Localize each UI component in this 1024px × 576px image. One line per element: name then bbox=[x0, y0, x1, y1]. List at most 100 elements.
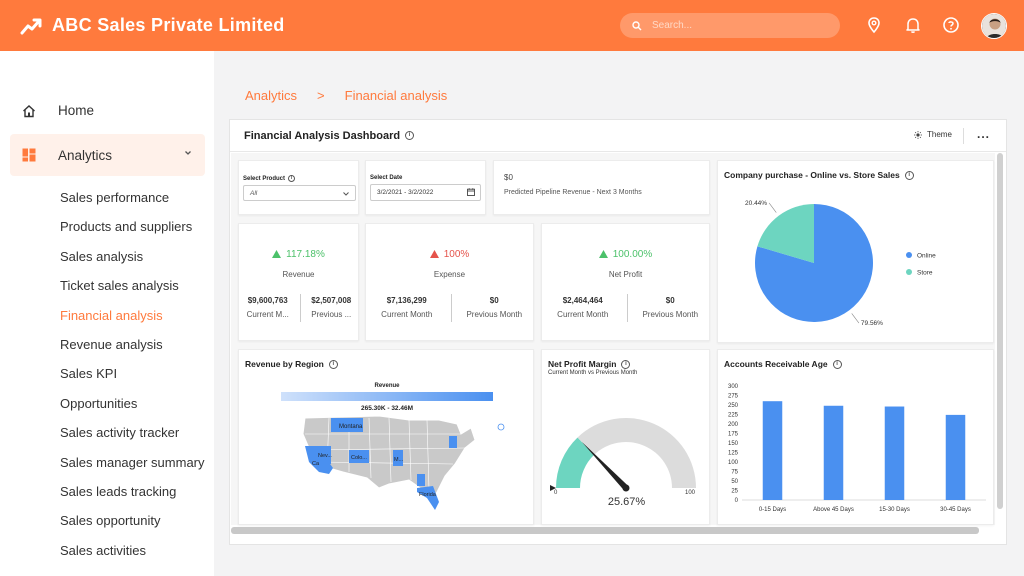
sidebar-subitem[interactable]: Financial analysis bbox=[60, 307, 163, 323]
pie-slice-store[interactable] bbox=[757, 204, 814, 263]
kpi-divider bbox=[626, 294, 628, 322]
trend-logo-icon bbox=[20, 18, 42, 34]
breadcrumb-separator: > bbox=[317, 88, 325, 103]
breadcrumb: Analytics > Financial analysis bbox=[245, 88, 447, 103]
ar-age-card: Accounts Receivable Age i 0 25 50 75 100 125 15… bbox=[717, 349, 994, 525]
y-tick-label: 50 bbox=[731, 479, 738, 485]
gauge-start-marker bbox=[550, 485, 556, 491]
state-label-florida: Florida bbox=[419, 492, 437, 498]
more-options-button[interactable]: ... bbox=[977, 127, 991, 141]
triangle-up-icon bbox=[598, 250, 608, 259]
info-icon[interactable]: i bbox=[621, 360, 631, 370]
state-florida[interactable] bbox=[417, 486, 439, 510]
bar[interactable] bbox=[823, 405, 844, 500]
region-range-label: 265.30K - 32.46M bbox=[360, 405, 414, 412]
legend-label[interactable]: Online bbox=[917, 253, 936, 260]
gauge-card-title: Net Profit Margin i bbox=[548, 359, 631, 370]
sidebar-subitem[interactable]: Sales analysis bbox=[60, 248, 144, 264]
user-avatar-image bbox=[982, 14, 1006, 38]
sidebar-subitem[interactable]: Sales activities bbox=[60, 542, 146, 558]
horizontal-scrollbar[interactable] bbox=[231, 527, 979, 534]
kpi-card: 100% Expense $7,136,299 Current Month $0… bbox=[365, 223, 534, 341]
sidebar-subitem[interactable]: Revenue analysis bbox=[60, 337, 163, 352]
reset-view-icon[interactable] bbox=[497, 423, 505, 431]
date-range-value: 3/2/2021 - 3/2/2022 bbox=[377, 189, 434, 196]
theme-button[interactable]: Theme bbox=[914, 130, 952, 139]
header-divider bbox=[963, 128, 964, 144]
search-icon bbox=[632, 20, 642, 30]
x-tick-label: 30-45 Days bbox=[940, 507, 971, 513]
region-legend-title: Revenue bbox=[374, 383, 400, 389]
info-icon[interactable]: i bbox=[288, 175, 296, 182]
pie-label-leader bbox=[851, 313, 860, 324]
bell-icon[interactable] bbox=[904, 16, 922, 34]
chevron-down-icon bbox=[343, 192, 349, 196]
location-pin-icon[interactable] bbox=[865, 16, 883, 34]
pie-chart-title: Company purchase - Online vs. Store Sale… bbox=[724, 170, 914, 181]
legend-swatch bbox=[906, 252, 912, 258]
state-northeast[interactable] bbox=[449, 436, 457, 448]
info-icon[interactable]: i bbox=[904, 171, 914, 181]
state-label-colorado: Colo... bbox=[351, 455, 367, 461]
sun-icon bbox=[914, 130, 922, 139]
state-colorado[interactable] bbox=[349, 450, 369, 463]
kpi-previous-label: Previous ... bbox=[311, 310, 352, 319]
sidebar-subitem[interactable]: Sales performance bbox=[60, 190, 170, 205]
gauge-hub bbox=[622, 484, 630, 492]
vertical-scrollbar[interactable] bbox=[997, 153, 1003, 509]
gauge-subtitle: Current Month vs Previous Month bbox=[548, 370, 638, 376]
sidebar-item-home[interactable]: Home bbox=[22, 103, 94, 118]
sidebar-subitem[interactable]: Products and suppliers bbox=[60, 219, 193, 235]
sidebar-subitem[interactable]: Sales leads tracking bbox=[60, 484, 177, 499]
kpi-divider bbox=[450, 294, 452, 322]
pipeline-value: $0 bbox=[504, 173, 513, 182]
state-label-california: Ca bbox=[312, 461, 320, 467]
kpi-divider bbox=[299, 294, 301, 322]
bar[interactable] bbox=[884, 406, 905, 500]
help-icon[interactable] bbox=[942, 16, 960, 34]
state-label-missouri: M... bbox=[394, 457, 404, 463]
breadcrumb-parent[interactable]: Analytics bbox=[245, 88, 298, 103]
state-missouri[interactable] bbox=[393, 450, 403, 466]
state-label-nevada: Nev... bbox=[318, 453, 332, 459]
top-bar: ABC Sales Private Limited bbox=[0, 0, 1024, 51]
bar[interactable] bbox=[945, 414, 966, 500]
dashboard-canvas: Select Product i All Select Date 3/2/2021… bbox=[231, 153, 995, 525]
dashboard-icon bbox=[22, 148, 36, 162]
legend-swatch bbox=[906, 269, 912, 275]
breadcrumb-current: Financial analysis bbox=[344, 88, 448, 103]
sidebar-subitem[interactable]: Ticket sales analysis bbox=[60, 278, 179, 294]
kpi-current-label: Current Month bbox=[557, 310, 609, 319]
state-nevada[interactable] bbox=[317, 446, 331, 464]
search-input[interactable]: Search... bbox=[620, 13, 840, 38]
kpi-change: 100% bbox=[366, 249, 533, 260]
x-tick-label: 15-30 Days bbox=[879, 507, 910, 513]
chevron-down-icon bbox=[185, 151, 191, 155]
y-tick-label: 275 bbox=[728, 394, 739, 400]
sidebar-subitem[interactable]: Sales KPI bbox=[60, 366, 118, 382]
sidebar-subitem[interactable]: Opportunities bbox=[60, 395, 138, 411]
kpi-current-label: Current Month bbox=[381, 310, 433, 319]
sidebar-subitem[interactable]: Sales activity tracker bbox=[60, 425, 180, 441]
state-montana[interactable] bbox=[331, 418, 363, 432]
date-filter-label: Select Date bbox=[370, 175, 403, 181]
info-icon[interactable]: i bbox=[405, 131, 415, 140]
user-avatar[interactable] bbox=[981, 13, 1007, 39]
state-georgia[interactable] bbox=[417, 474, 425, 486]
product-select[interactable]: All bbox=[243, 185, 356, 201]
revenue-region-card: Revenue by Region i Revenue 265.30K - 32.… bbox=[238, 349, 534, 525]
date-range-input[interactable]: 3/2/2021 - 3/2/2022 bbox=[370, 184, 481, 201]
calendar-icon bbox=[467, 188, 475, 196]
kpi-previous-label: Previous Month bbox=[642, 310, 699, 319]
info-icon[interactable]: i bbox=[832, 360, 842, 370]
sidebar-subitem[interactable]: Sales manager summary bbox=[60, 454, 205, 470]
kpi-card: 100.00% Net Profit $2,464,464 Current Mo… bbox=[541, 223, 710, 341]
sidebar-subitem[interactable]: Sales opportunity bbox=[60, 513, 161, 529]
sidebar-item-analytics[interactable]: Analytics bbox=[10, 134, 205, 176]
legend-label[interactable]: Store bbox=[917, 270, 933, 277]
info-icon[interactable]: i bbox=[328, 360, 338, 370]
pie-chart-card: Company purchase - Online vs. Store Sale… bbox=[717, 160, 994, 343]
region-color-scale bbox=[281, 392, 493, 401]
gauge-needle bbox=[581, 441, 629, 491]
bar[interactable] bbox=[762, 401, 783, 500]
